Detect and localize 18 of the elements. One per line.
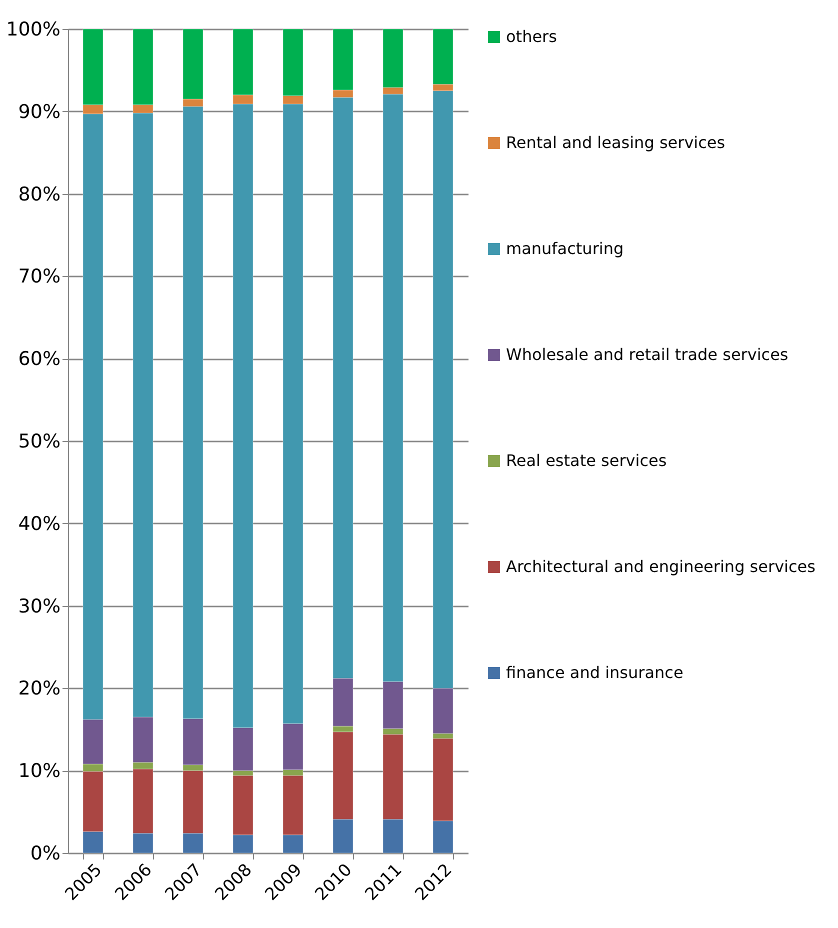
legend-label: finance and insurance [506,663,684,682]
y-tick-label: 80% [18,183,60,206]
legend-label: Real estate services [506,451,667,470]
legend-label: Architectural and engineering services [506,557,816,576]
y-tick-label: 90% [18,100,60,123]
y-tick-label: 60% [18,348,60,370]
y-tick-label: 0% [30,842,60,864]
legend-label: manufacturing [506,239,624,258]
y-tick-label: 70% [18,266,60,288]
y-tick-label: 20% [18,678,60,700]
legend-label: Wholesale and retail trade services [506,345,788,364]
y-tick-label: 30% [18,595,60,618]
y-tick-label: 40% [18,512,60,535]
y-tick-label: 50% [18,430,60,452]
legend-label: Rental and leasing services [506,133,726,152]
y-tick-label: 10% [18,760,60,782]
y-tick-label: 100% [6,18,60,40]
legend-label: others [506,27,557,46]
